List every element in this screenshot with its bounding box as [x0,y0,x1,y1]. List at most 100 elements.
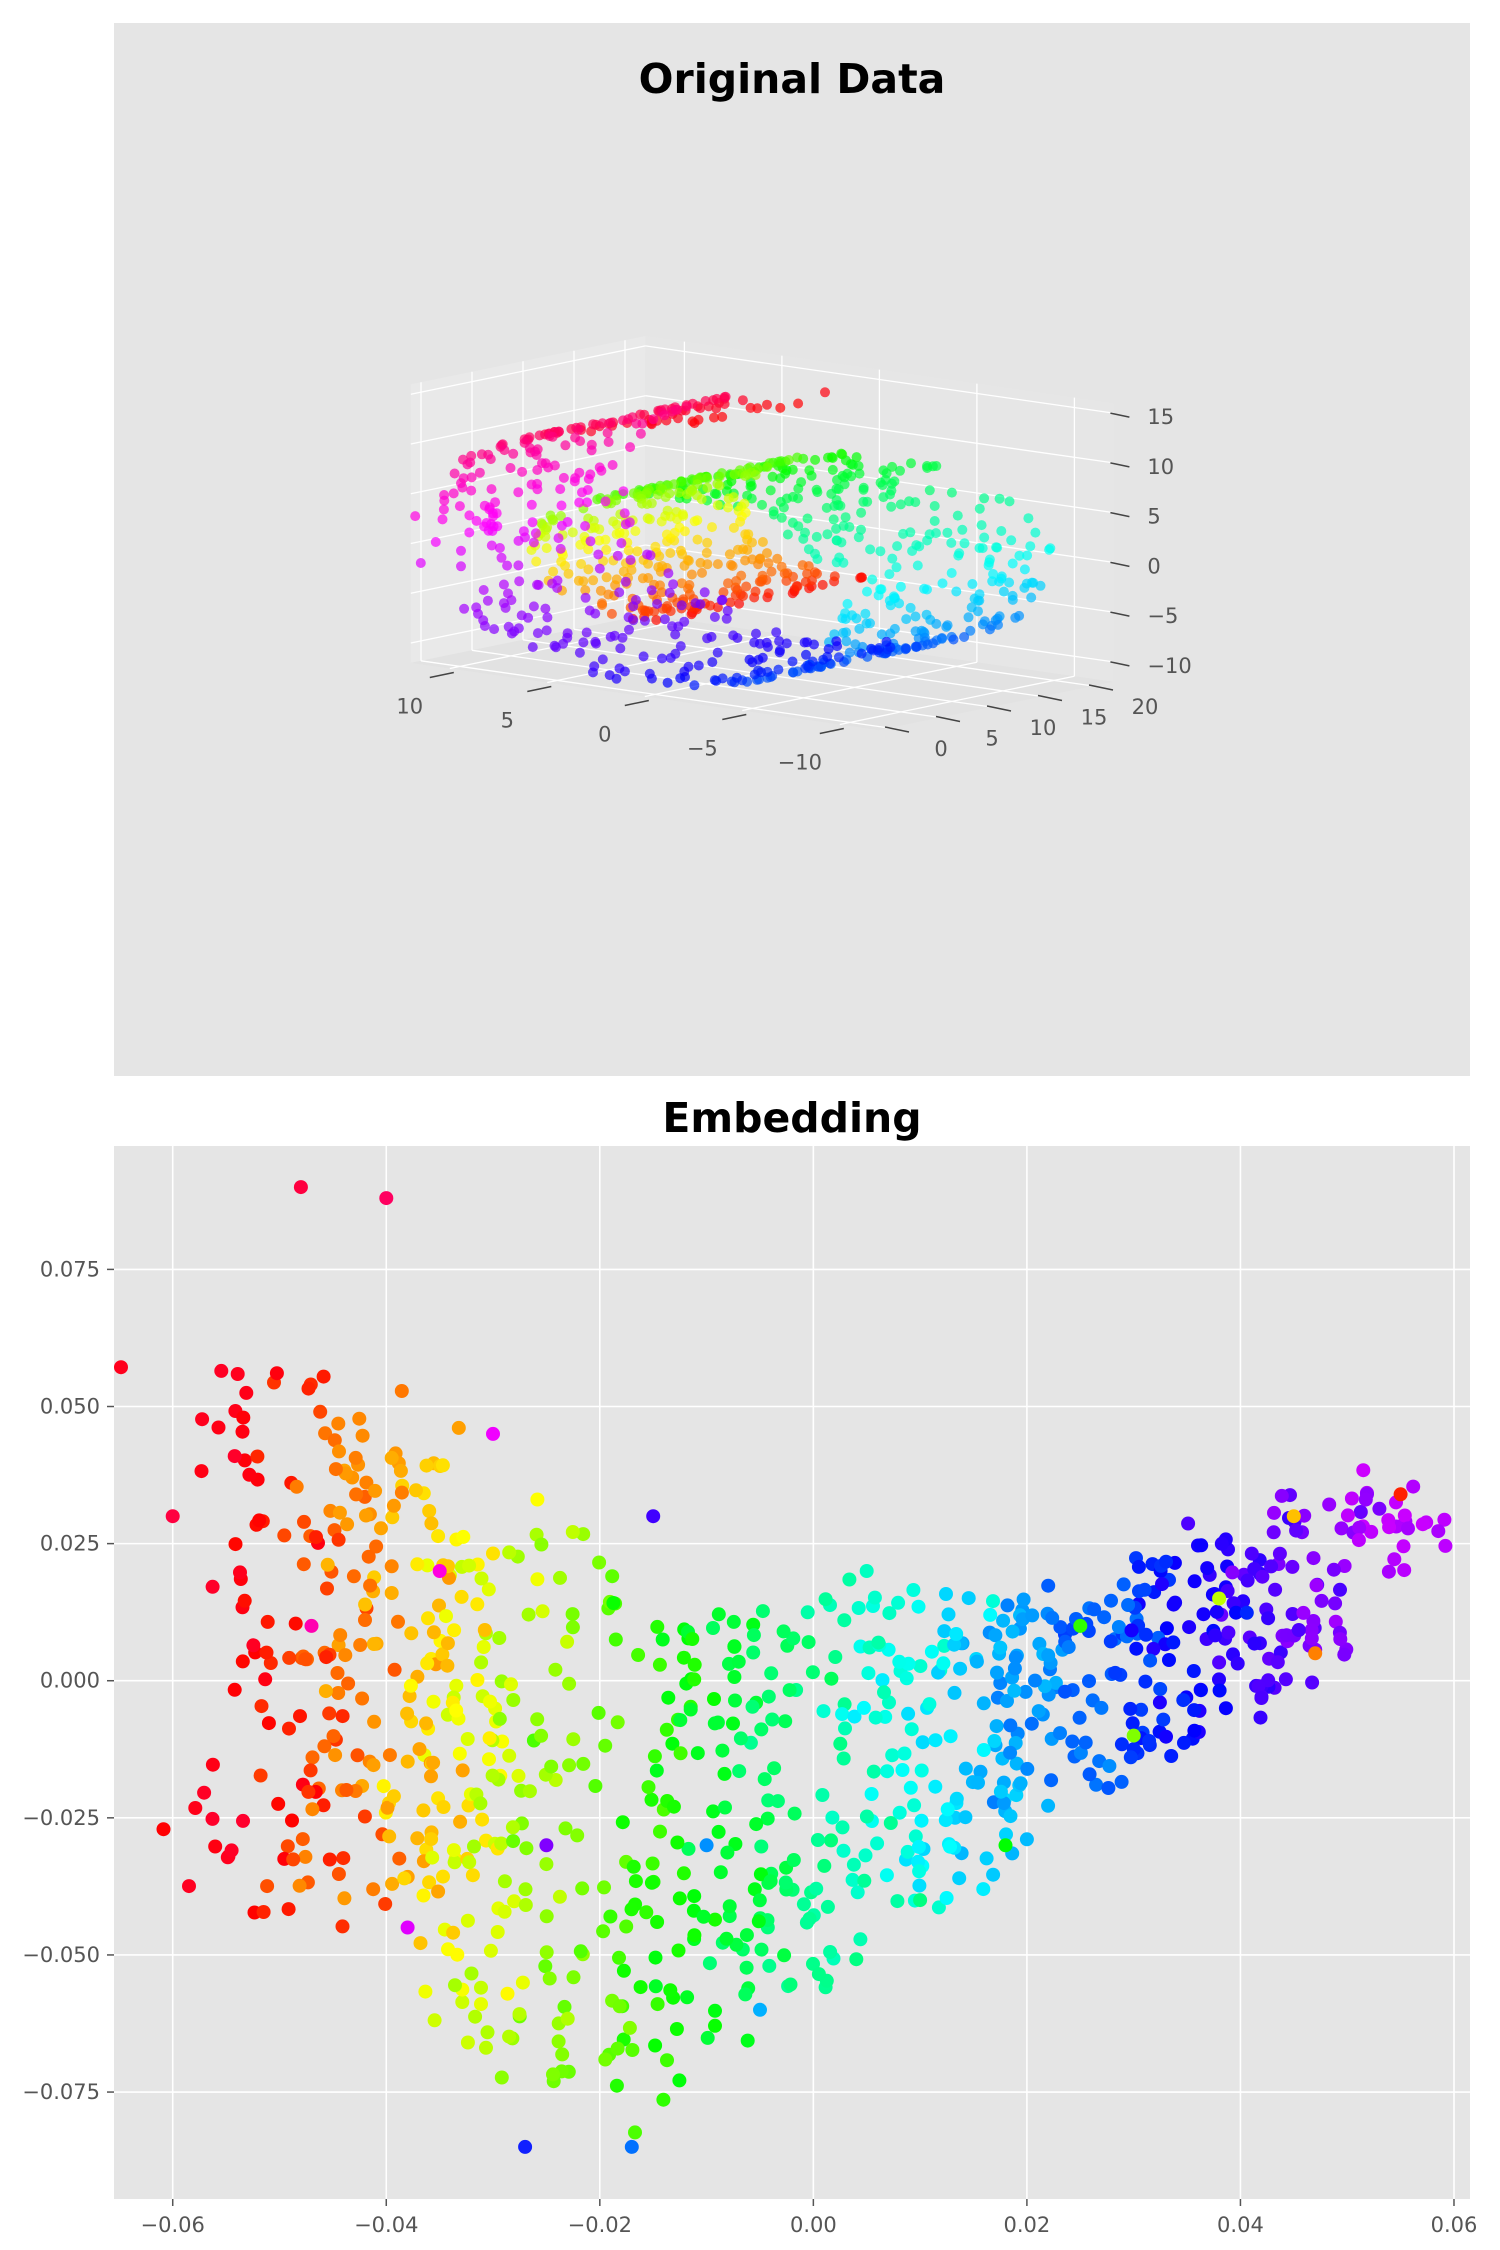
data-point-3d [709,612,720,622]
data-point [1304,1631,1319,1646]
data-point [382,1829,397,1844]
data-point [871,1635,886,1650]
data-point [1225,1565,1240,1580]
data-point-3d [582,497,592,508]
data-point [745,1699,760,1714]
data-point-3d [885,628,896,639]
data-point [596,1924,611,1939]
data-point-3d [586,445,597,456]
data-point-3d [583,474,594,484]
data-point-3d [562,517,573,527]
data-point [817,1858,832,1873]
data-point [1266,1525,1281,1540]
data-point [233,1565,247,1580]
data-point [1247,1636,1262,1651]
data-point-3d [787,656,798,667]
data-point-3d [787,464,798,475]
data-point [706,1804,721,1819]
data-point [1087,1602,1102,1617]
data-point [850,1885,865,1900]
data-point [400,1754,415,1769]
data-point-3d [1006,535,1017,546]
data-point-3d [632,546,643,557]
data-point [316,1369,331,1384]
data-point-3d [532,465,543,475]
data-point [1123,1750,1138,1765]
data-point [474,1997,488,2012]
data-point-3d [901,643,912,654]
data-point-3d [652,489,663,500]
data-point-3d [959,632,970,642]
y-tick-label: 0.050 [40,1395,100,1419]
y-tick-label: 10 [1030,716,1057,740]
data-point [1104,1593,1118,1608]
data-point-3d [518,526,529,537]
data-point [914,1813,929,1828]
data-point [823,1945,838,1959]
data-point [195,1412,210,1427]
data-point-3d [866,643,877,654]
data-point [412,1742,427,1757]
data-point-3d [822,651,833,662]
data-point [648,1950,663,1965]
data-point-3d [965,625,976,636]
data-point [1285,1559,1300,1574]
data-point-3d [984,624,995,635]
data-point [453,1814,468,1829]
data-point-3d [793,398,804,409]
data-point [1382,1520,1397,1535]
data-point [719,1931,734,1946]
data-point [1352,1520,1367,1535]
data-point [609,2078,624,2093]
data-point-3d [603,437,614,447]
data-point-3d [723,502,733,513]
data-point-3d [887,461,898,472]
data-point [451,1420,466,1435]
data-point [369,1539,384,1554]
data-point [728,1693,742,1708]
data-point-3d [717,411,728,422]
data-point [500,1986,515,2001]
data-point [1057,1684,1072,1699]
data-point-3d [810,454,821,465]
data-point [205,1757,220,1772]
data-point [653,1824,667,1839]
data-point [1254,1691,1269,1705]
data-point [1230,1656,1245,1671]
data-point [320,1557,335,1572]
data-point-3d [576,559,587,569]
data-point-3d [513,487,524,498]
data-point [522,1784,537,1799]
data-point [1212,1672,1226,1687]
data-point [922,1697,937,1712]
data-point-3d [439,495,450,506]
data-point [566,1970,581,1985]
data-point [1073,1618,1088,1633]
data-point [672,1891,687,1906]
data-point [787,1806,802,1821]
data-point [366,1758,381,1773]
data-point [246,1638,261,1653]
data-point [722,1899,737,1914]
data-point [1082,1674,1096,1689]
data-point [904,1722,919,1737]
data-point [505,1820,520,1835]
data-point-3d [575,436,586,447]
data-point [764,1666,779,1681]
data-point [727,1670,742,1684]
data-point [999,1827,1013,1842]
data-point-3d [697,567,707,578]
tick-mark [1110,661,1130,667]
data-point [341,1676,356,1691]
data-point-3d [895,499,906,510]
data-point [947,1685,962,1700]
data-point-3d [580,592,591,603]
data-point-3d [437,514,448,525]
data-point [254,1699,269,1714]
data-point [732,1764,747,1779]
data-point [230,1367,245,1381]
data-point [877,1685,891,1700]
data-point [845,1872,860,1887]
data-point [355,1428,370,1443]
data-point [1143,1653,1158,1668]
